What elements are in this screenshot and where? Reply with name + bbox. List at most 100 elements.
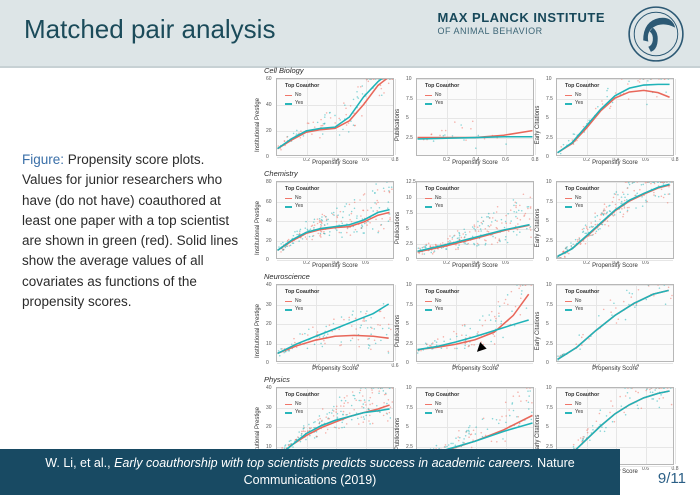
ytick-label: 2.5: [406, 135, 413, 141]
y-axis-label: Early Citations: [535, 311, 541, 350]
legend-title: Top Coauthor: [565, 392, 599, 400]
ytick-label: 2.5: [546, 135, 553, 141]
legend-box: Top Coauthor No Yes: [285, 289, 319, 314]
ytick-label: 7.5: [406, 96, 413, 102]
ytick-label: 0: [266, 154, 269, 160]
gridline-vertical: [675, 79, 676, 155]
ytick-label: 10: [406, 76, 412, 82]
plot-area[interactable]: 0.2 0.4 0.6 0 20 40 60 80 Top Coauthor No Yes Prope…: [276, 181, 394, 259]
footer-citation-bar: W. Li, et al., Early coauthorship with t…: [0, 449, 620, 495]
ytick-label: 30: [266, 405, 272, 411]
header-bar: Matched pair analysis MAX PLANCK INSTITU…: [0, 0, 700, 68]
gridline-horizontal: [417, 363, 533, 364]
x-axis-label: Propensity Score: [592, 366, 638, 372]
legend-box: Top Coauthor No Yes: [565, 83, 599, 108]
ytick-label: 40: [266, 218, 272, 224]
plot-area[interactable]: 0.2 0.4 0.6 0.8 2.5 5 7.5 10 Top Coauthor No Yes Pr…: [416, 78, 534, 156]
legend-label-no: No: [435, 401, 441, 409]
legend-label-yes: Yes: [575, 409, 583, 417]
ytick-label: 7.5: [406, 302, 413, 308]
ytick-label: 0: [546, 257, 549, 263]
legend-label-yes: Yes: [575, 203, 583, 211]
plot-area[interactable]: 0.2 0.4 0.6 0 2.5 5 7.5 10 Top Coauthor No Yes Prop…: [556, 181, 674, 259]
legend-box: Top Coauthor No Yes: [425, 289, 459, 314]
ytick-label: 10: [266, 341, 272, 347]
legend-swatch-no: [425, 198, 432, 199]
legend-title: Top Coauthor: [285, 392, 319, 400]
legend-title: Top Coauthor: [565, 186, 599, 194]
plot-area[interactable]: 0.2 0.4 0.6 0 10 20 30 40 Top Coauthor No Yes Prope…: [276, 284, 394, 362]
ytick-label: 7.5: [546, 405, 553, 411]
ytick-label: 40: [266, 282, 272, 288]
plot-area[interactable]: 0.2 0.4 0.6 0 2.5 5 7.5 10 12.5 Top Coauthor No Yes…: [416, 181, 534, 259]
gridline-horizontal: [277, 157, 393, 158]
plot-area[interactable]: 0.2 0.4 0.6 0.8 0 20 40 60 Top Coauthor No Yes Prop…: [276, 78, 394, 156]
ytick-label: 5: [406, 424, 409, 430]
ytick-label: 20: [266, 128, 272, 134]
ytick-label: 7.5: [546, 96, 553, 102]
legend-swatch-no: [565, 95, 572, 96]
legend-label-no: No: [575, 92, 581, 100]
chart-panel-cell-biology-publications: Publications 0.2 0.4 0.6 0.8 2.5 5 7.5 10 Top Coa…: [402, 76, 536, 173]
plot-area[interactable]: 0.2 0.4 0.6 0.8 0 2.5 5 7.5 10 Top Coauthor No Yes P…: [556, 78, 674, 156]
ytick-label: 2.5: [546, 341, 553, 347]
legend-title: Top Coauthor: [425, 186, 459, 194]
legend-swatch-yes: [285, 206, 292, 207]
x-axis-label: Propensity Score: [452, 160, 498, 166]
chart-panel-neuroscience-early-citations: Early Citations 0.2 0.4 0 2.5 5 7.5 10 Top Coaut…: [542, 282, 676, 379]
xtick-label: 0.2: [443, 157, 450, 163]
ytick-label: 10: [546, 179, 552, 185]
legend-box: Top Coauthor No Yes: [285, 186, 319, 211]
chart-panel-chemistry-institutional-prestige: Chemistry Institutional Prestige 0.2 0.4 0.6…: [262, 179, 396, 276]
slide-root: Matched pair analysis MAX PLANCK INSTITU…: [0, 0, 700, 501]
x-axis-label: Propensity Score: [452, 263, 498, 269]
legend-title: Top Coauthor: [425, 392, 459, 400]
x-axis-label: Propensity Score: [312, 366, 358, 372]
x-axis-label: Propensity Score: [312, 160, 358, 166]
ytick-label: 5: [406, 321, 409, 327]
xtick-label: 0.8: [532, 157, 539, 163]
legend-swatch-no: [565, 301, 572, 302]
ytick-label: 40: [266, 102, 272, 108]
ytick-label: 20: [266, 424, 272, 430]
ytick-label: 5: [406, 226, 409, 232]
legend-title: Top Coauthor: [285, 289, 319, 297]
ytick-label: 40: [266, 385, 272, 391]
legend-swatch-yes: [285, 103, 292, 104]
y-axis-label: Early Citations: [535, 208, 541, 247]
ytick-label: 5: [546, 218, 549, 224]
ytick-label: 0: [406, 257, 409, 263]
ytick-label: 80: [266, 179, 272, 185]
y-axis-label: Publications: [395, 314, 401, 346]
ytick-label: 60: [266, 199, 272, 205]
plot-area[interactable]: 0.2 0.4 0 2.5 5 7.5 10 Top Coauthor No Yes Propens…: [416, 284, 534, 362]
x-axis-label: Propensity Score: [312, 263, 358, 269]
legend-label-yes: Yes: [435, 100, 443, 108]
gridline-vertical: [675, 388, 676, 464]
ytick-label: 0: [546, 360, 549, 366]
ytick-label: 2.5: [406, 241, 413, 247]
row-title-chemistry: Chemistry: [264, 169, 298, 178]
legend-title: Top Coauthor: [425, 289, 459, 297]
x-axis-label: Propensity Score: [592, 263, 638, 269]
ytick-label: 7.5: [546, 302, 553, 308]
ytick-label: 7.5: [546, 199, 553, 205]
ytick-label: 0: [266, 360, 269, 366]
slide-title: Matched pair analysis: [24, 14, 275, 45]
chart-panel-cell-biology-early-citations: Early Citations 0.2 0.4 0.6 0.8 0 2.5 5 7.5 10 Top…: [542, 76, 676, 173]
legend-label-no: No: [295, 92, 301, 100]
legend-swatch-no: [285, 198, 292, 199]
legend-label-yes: Yes: [435, 203, 443, 211]
ytick-label: 5: [546, 424, 549, 430]
legend-swatch-no: [425, 95, 432, 96]
legend-label-no: No: [575, 401, 581, 409]
ytick-label: 0: [546, 154, 549, 160]
page-number: 9/11: [658, 470, 686, 487]
row-title-physics: Physics: [264, 375, 290, 384]
legend-swatch-yes: [565, 412, 572, 413]
plot-area[interactable]: 0.2 0.4 0 2.5 5 7.5 10 Top Coauthor No Yes Propens…: [556, 284, 674, 362]
legend-label-no: No: [295, 401, 301, 409]
legend-swatch-yes: [425, 103, 432, 104]
legend-label-no: No: [435, 298, 441, 306]
legend-label-yes: Yes: [435, 409, 443, 417]
